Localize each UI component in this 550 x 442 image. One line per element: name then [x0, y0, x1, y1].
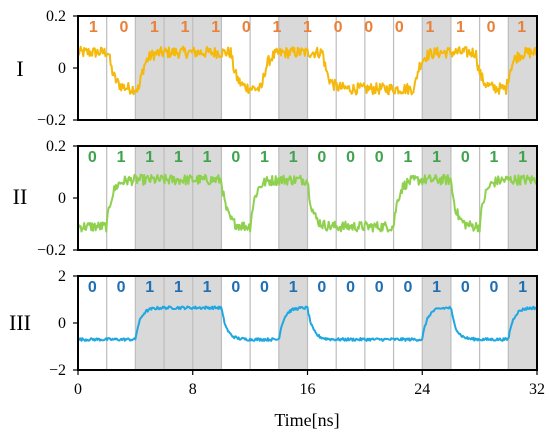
- shaded-region: [508, 16, 537, 120]
- bit-label: 1: [289, 149, 298, 166]
- x-tick-label: 32: [529, 381, 545, 398]
- bit-label: 0: [375, 279, 384, 296]
- bit-label: 0: [461, 149, 470, 166]
- bit-label: 1: [289, 279, 298, 296]
- y-tick-label: 0: [58, 190, 66, 207]
- bit-label: 0: [242, 19, 251, 36]
- panel-label: I: [16, 56, 23, 81]
- bit-label: 1: [203, 149, 212, 166]
- bit-label: 0: [334, 19, 343, 36]
- y-tick-label: 2: [58, 268, 66, 285]
- panel-label: III: [9, 310, 31, 335]
- shaded-region: [422, 146, 451, 250]
- bit-label: 1: [145, 279, 154, 296]
- panel-II: 0 1 1 1 1 0 1 1 0 0 0 1 1 0 1 1 0.2 0 −0.2 II: [13, 138, 538, 259]
- y-tick-label: −0.2: [37, 112, 66, 129]
- bit-label: 0: [403, 279, 412, 296]
- bit-label: 1: [303, 19, 312, 36]
- bit-label: 1: [260, 149, 269, 166]
- bit-label: 1: [181, 19, 190, 36]
- shaded-region: [278, 16, 308, 120]
- bit-label: 0: [490, 279, 499, 296]
- shaded-region: [422, 16, 451, 120]
- bit-label: 0: [346, 149, 355, 166]
- x-axis: 0 8 16 24 32: [74, 370, 545, 398]
- shaded-region: [278, 146, 308, 250]
- x-tick-label: 24: [414, 381, 430, 398]
- bit-label: 0: [117, 279, 126, 296]
- bit-label: 1: [518, 149, 527, 166]
- x-tick-label: 16: [300, 381, 316, 398]
- bit-label: 0: [461, 279, 470, 296]
- bit-label: 1: [272, 19, 281, 36]
- bit-label: 1: [432, 279, 441, 296]
- shaded-region: [135, 276, 222, 370]
- panel-label: II: [13, 184, 28, 209]
- bit-label: 0: [346, 279, 355, 296]
- bit-label: 1: [145, 149, 154, 166]
- x-axis-title: Time[ns]: [274, 410, 339, 430]
- panel-III: 0 0 1 1 1 0 0 1 0 0 0 0 1 0 0 1 2 0 −2 III: [9, 268, 538, 379]
- bit-label: 0: [231, 149, 240, 166]
- bit-label: 1: [150, 19, 159, 36]
- bit-label: 1: [89, 19, 98, 36]
- bit-label: 0: [88, 279, 97, 296]
- bit-label: 1: [518, 279, 527, 296]
- bit-label: 1: [174, 149, 183, 166]
- bit-label: 0: [260, 279, 269, 296]
- shaded-region: [135, 16, 222, 120]
- bit-label: 0: [88, 149, 97, 166]
- y-tick-label: 0: [58, 60, 66, 77]
- y-tick-label: −2: [49, 362, 66, 379]
- bit-label: 0: [317, 279, 326, 296]
- panel-I: 1 0 1 1 1 0 1 1 0 0 0 1 1 0 1 0.2 0 −0.2 I: [16, 8, 538, 129]
- bit-label: 1: [203, 279, 212, 296]
- bit-label: 0: [364, 19, 373, 36]
- bit-label: 0: [375, 149, 384, 166]
- signal-trace: [77, 305, 538, 342]
- signal-trace: [77, 173, 538, 233]
- chart-panels: 1 0 1 1 1 0 1 1 0 0 0 1 1 0 10.20−0.2I0 1 1 1 1 0 1 1 0 0 0 1 1 0 1 1…: [9, 8, 538, 379]
- bit-label: 0: [395, 19, 404, 36]
- bit-label: 0: [317, 149, 326, 166]
- bit-label: 1: [432, 149, 441, 166]
- bit-label: 1: [117, 149, 126, 166]
- y-tick-label: 0.2: [46, 8, 66, 25]
- shaded-region: [508, 146, 537, 250]
- bit-label: 1: [403, 149, 412, 166]
- bit-label: 1: [490, 149, 499, 166]
- y-tick-label: 0: [58, 315, 66, 332]
- bit-label: 1: [517, 19, 526, 36]
- bit-label: 1: [425, 19, 434, 36]
- y-tick-label: −0.2: [37, 242, 66, 259]
- shaded-region: [135, 146, 222, 250]
- x-tick-label: 8: [189, 381, 197, 398]
- bit-label: 1: [456, 19, 465, 36]
- bit-label: 0: [231, 279, 240, 296]
- signal-trace: [77, 45, 538, 96]
- bit-label: 0: [119, 19, 128, 36]
- bit-label: 0: [487, 19, 496, 36]
- x-tick-label: 0: [74, 381, 82, 398]
- y-tick-label: 0.2: [46, 138, 66, 155]
- bit-label: 1: [174, 279, 183, 296]
- bit-label: 1: [211, 19, 220, 36]
